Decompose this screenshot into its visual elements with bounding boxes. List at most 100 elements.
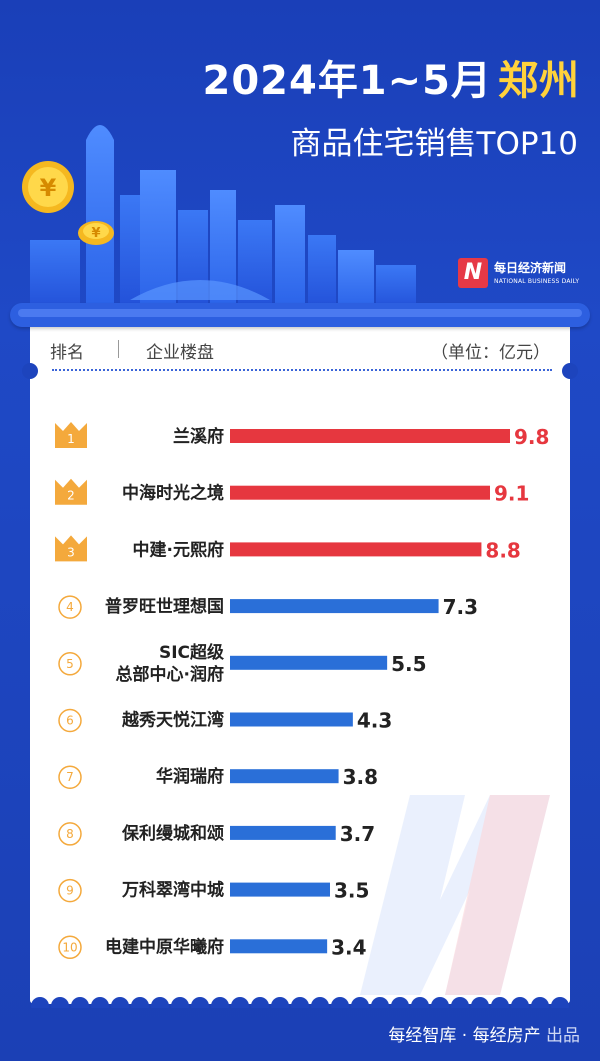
bar <box>230 485 490 500</box>
rank-label: 6 <box>66 714 74 728</box>
scallop-cutout <box>411 997 429 1008</box>
rank-circle-icon <box>58 652 82 676</box>
rank-label: 3 <box>67 545 75 559</box>
scallop-cutout <box>431 997 449 1008</box>
value-label: 9.1 <box>494 482 529 506</box>
scallop-cutout <box>551 997 569 1008</box>
scallop-cutout <box>471 997 489 1008</box>
value-label: 7.3 <box>443 595 478 619</box>
rank-label: 1 <box>67 432 75 446</box>
value-label: 3.8 <box>343 765 378 789</box>
bar <box>230 825 336 840</box>
scallop-cutout <box>531 997 549 1008</box>
scallop-cutout <box>491 997 509 1008</box>
title-date-range: 2024年1~5月 <box>202 58 492 104</box>
rank-label: 7 <box>66 770 74 784</box>
scroll-roller-highlight <box>18 309 582 317</box>
rank-label: 2 <box>67 489 75 503</box>
rank-label: 8 <box>66 827 74 841</box>
category-label: 普罗旺世理想国 <box>105 596 224 617</box>
header-divider <box>118 340 119 358</box>
bar <box>230 882 330 897</box>
chart-row: 5 SIC超级总部中心·润府 5.5 <box>58 642 427 685</box>
logo-english-name: NATIONAL BUSINESS DAILY <box>494 278 580 285</box>
bar <box>230 769 339 784</box>
scallop-cutout <box>171 997 189 1008</box>
title-city: 郑州 <box>498 58 580 104</box>
logo-chinese-name: 每日经济新闻 <box>494 261 567 275</box>
value-label: 4.3 <box>357 709 392 733</box>
scallop-cutout <box>291 997 309 1008</box>
value-label: 3.5 <box>334 879 369 903</box>
rank-circle-icon <box>58 595 82 619</box>
scallop-cutout <box>451 997 469 1008</box>
scallop-cutout <box>251 997 269 1008</box>
header-rank: 排名 <box>50 343 84 363</box>
crown-icon <box>55 478 87 505</box>
scallop-cutout <box>91 997 109 1008</box>
scallop-cutout <box>331 997 349 1008</box>
crown-icon <box>55 535 87 562</box>
footer-source: 每经智库 · 每经房产 <box>388 1026 541 1046</box>
rank-circle-icon <box>58 935 82 960</box>
svg-text:¥: ¥ <box>40 174 57 202</box>
scallop-cutout <box>371 997 389 1008</box>
brand-logo: N 每日经济新闻 NATIONAL BUSINESS DAILY <box>458 258 580 294</box>
crown-icon <box>55 422 87 448</box>
bar <box>230 599 439 614</box>
footer-credit: 每经智库 · 每经房产 出品 <box>0 1021 580 1046</box>
bar <box>230 939 328 954</box>
chart-row: 6 越秀天悦江湾 4.3 <box>58 708 392 733</box>
table-header: 排名 企业楼盘 （单位：亿元） <box>50 338 550 364</box>
bar <box>230 429 510 443</box>
scallop-cutout <box>231 997 249 1008</box>
rank-label: 9 <box>66 884 74 898</box>
chart-row: 3 中建·元熙府 8.8 <box>55 535 521 562</box>
scallop-cutout <box>71 997 89 1008</box>
rank-circle-icon <box>58 878 82 903</box>
value-label: 5.5 <box>391 652 426 676</box>
value-label: 3.4 <box>331 935 366 959</box>
scallop-cutout <box>271 997 289 1008</box>
category-label: 华润瑞府 <box>156 766 224 787</box>
scallop-cutout <box>111 997 129 1008</box>
scallop-cutout <box>351 997 369 1008</box>
bar <box>230 712 353 727</box>
scallop-cutout <box>51 997 69 1008</box>
card-scalloped-edge <box>31 997 569 1008</box>
category-label: SIC超级总部中心·润府 <box>116 642 224 685</box>
coin-icon: ¥ ¥ <box>22 161 114 245</box>
scallop-cutout <box>151 997 169 1008</box>
value-label: 8.8 <box>485 538 520 562</box>
footer-suffix: 出品 <box>546 1026 580 1046</box>
card-notch-right <box>562 363 578 379</box>
city-skyline-illustration <box>30 125 416 310</box>
page-title: 2024年1~5月 郑州 <box>0 48 580 106</box>
category-label: 中建·元熙府 <box>133 539 224 560</box>
scallop-cutout <box>211 997 229 1008</box>
card-notch-left <box>22 363 38 379</box>
svg-text:¥: ¥ <box>91 226 100 241</box>
rank-label: 4 <box>66 600 74 614</box>
rank-circle-icon <box>58 765 82 789</box>
value-label: 3.7 <box>340 822 375 846</box>
header-enterprise: 企业楼盘 <box>146 343 214 363</box>
category-label: 兰溪府 <box>173 426 224 447</box>
bar <box>230 542 482 557</box>
chart-row: 9 万科翠湾中城 3.5 <box>58 878 369 903</box>
scallop-cutout <box>131 997 149 1008</box>
rank-label: 10 <box>62 940 77 954</box>
chart-row: 4 普罗旺世理想国 7.3 <box>58 595 478 619</box>
category-label: 保利缦城和颂 <box>121 823 224 844</box>
scallop-cutout <box>191 997 209 1008</box>
chart-row: 10 电建中原华曦府 3.4 <box>58 935 367 960</box>
bar-chart: 1 兰溪府 9.8 2 中海时光之境 9.1 3 中建·元熙府 8.8 4 普罗旺世理想国 7.3 5 S… <box>55 422 549 960</box>
category-label: 越秀天悦江湾 <box>121 710 224 731</box>
category-label: 电建中原华曦府 <box>105 936 224 957</box>
category-label: 中海时光之境 <box>122 483 224 504</box>
bar <box>230 655 388 670</box>
rank-circle-icon <box>58 708 82 733</box>
chart-row: 1 兰溪府 9.8 <box>55 422 549 449</box>
scallop-cutout <box>31 997 49 1008</box>
